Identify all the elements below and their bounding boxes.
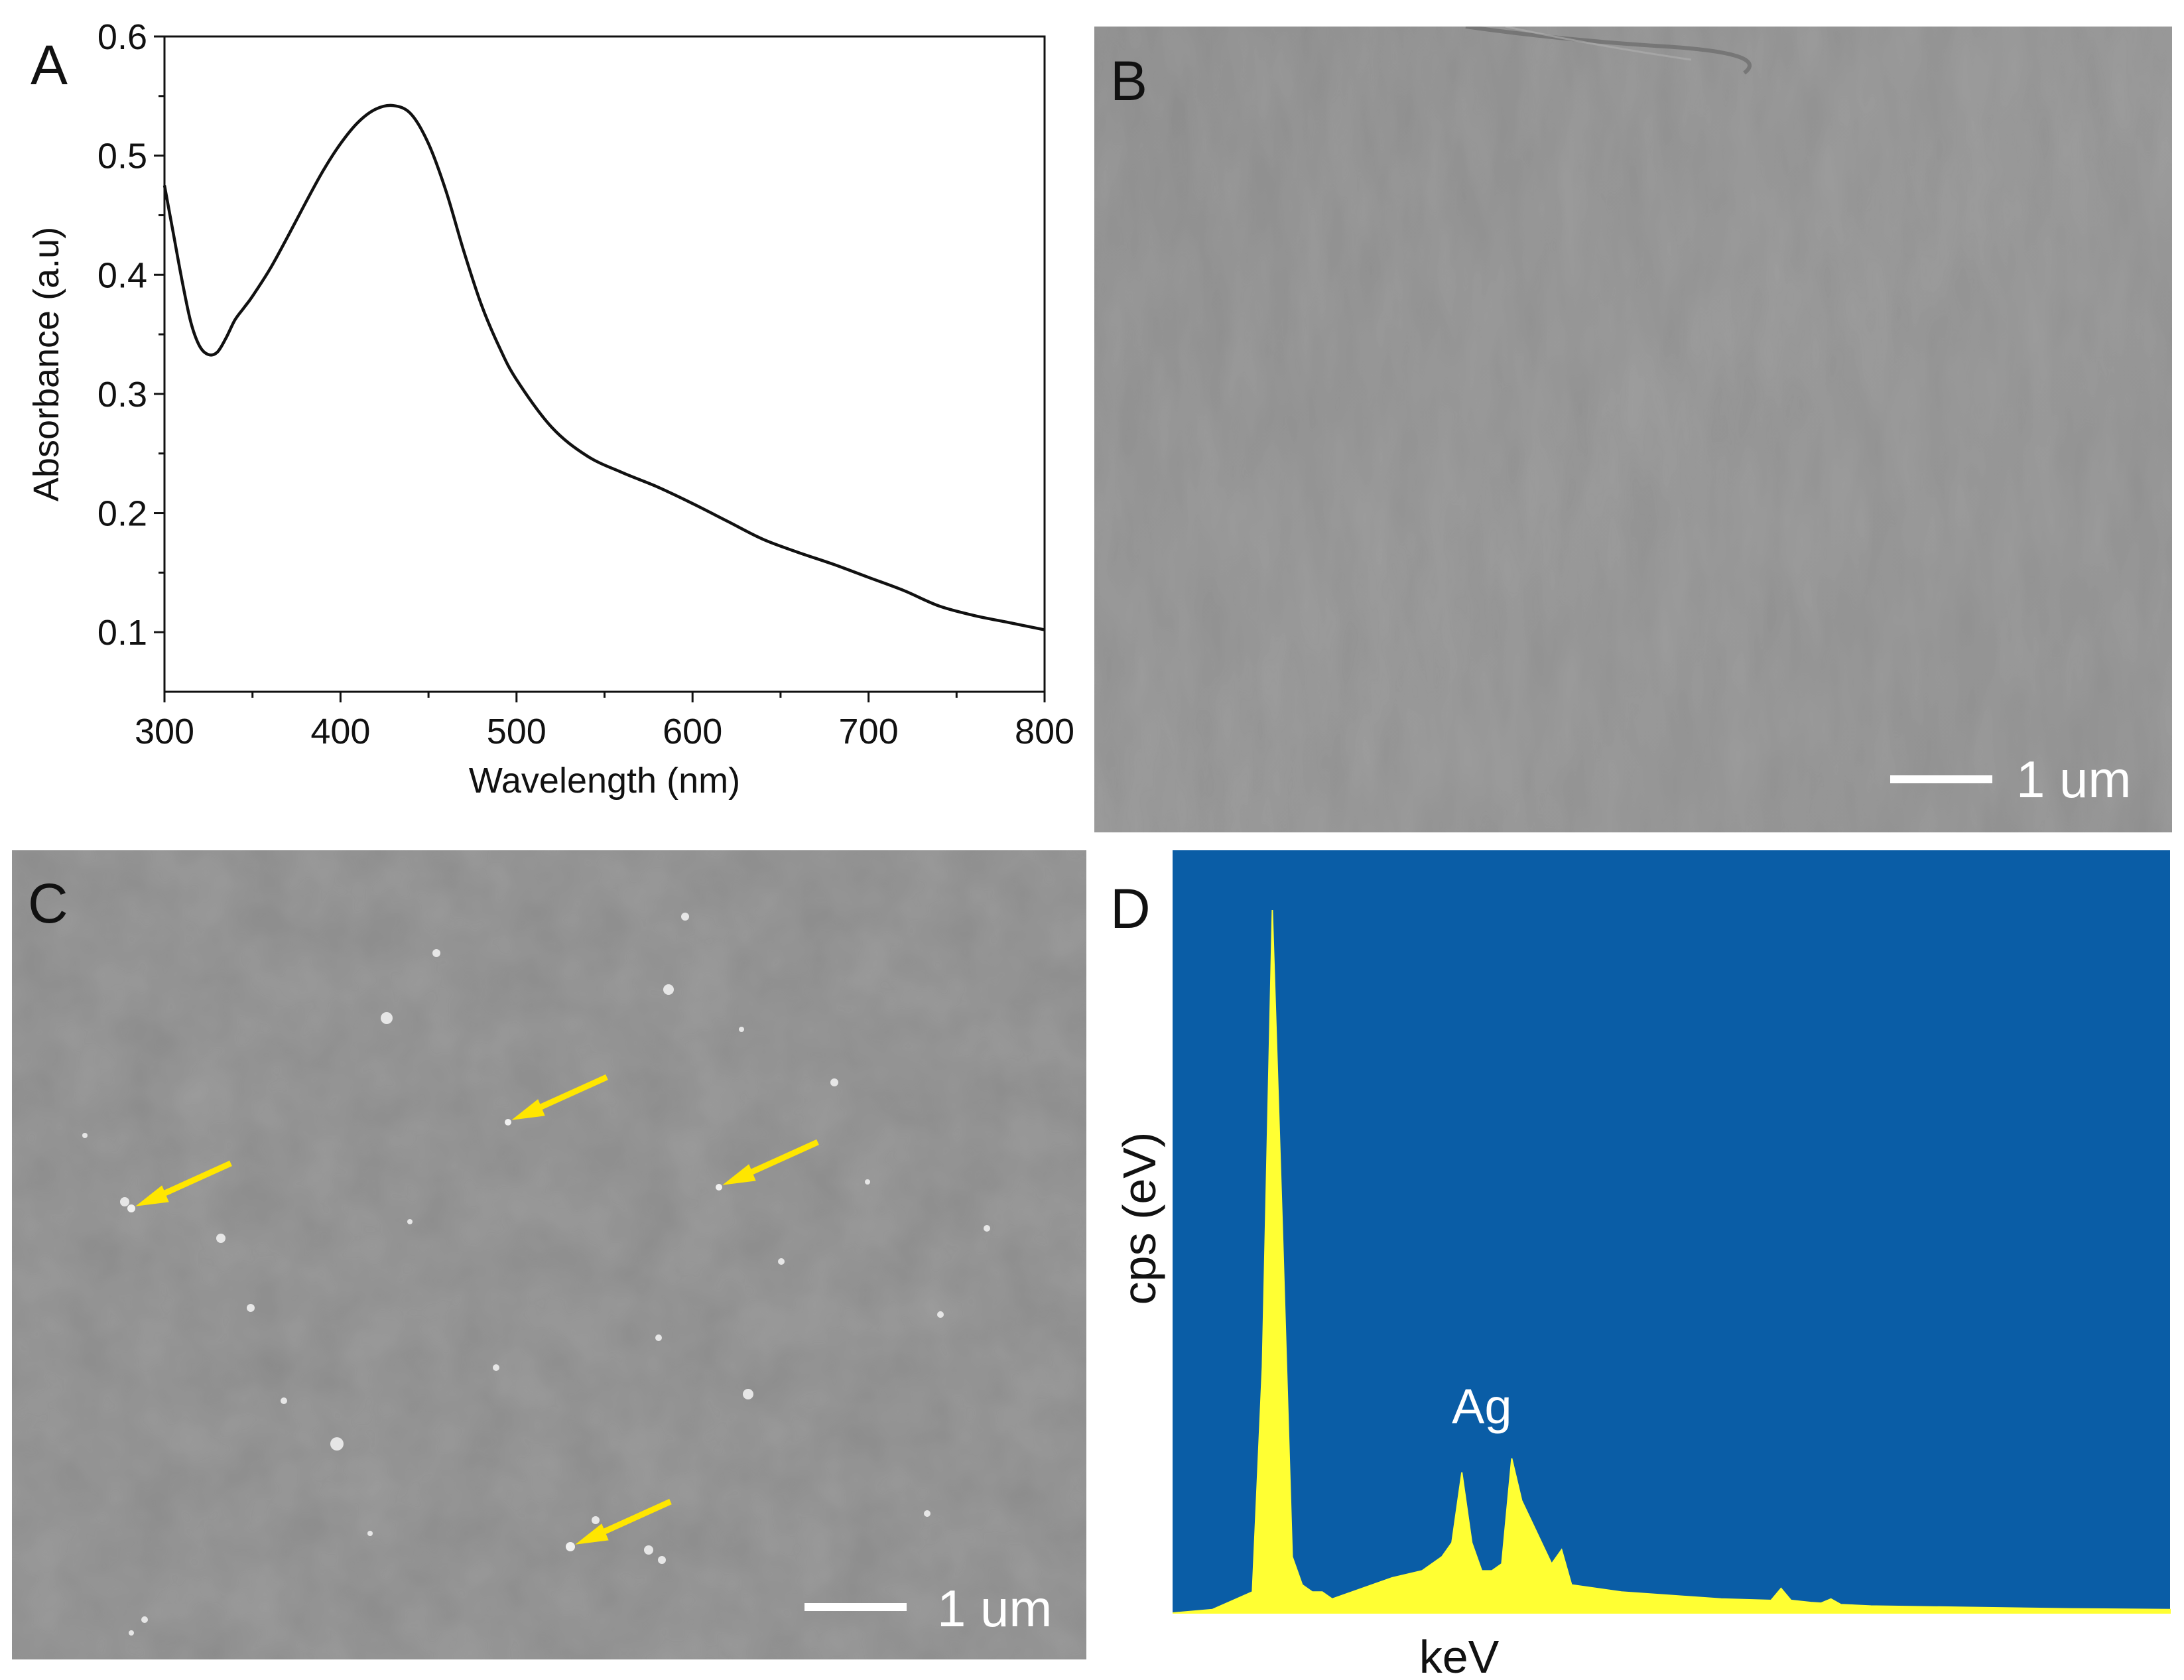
panel-a: 300 400 500 600 700 800 0.1 0.2 0.3 0.4 0.5 0.6 Wave… (0, 0, 1094, 842)
scalebar-c-label: 1 um (937, 1579, 1052, 1638)
x-axis-label: Wavelength (nm) (469, 761, 740, 801)
x-tick-label: 300 (135, 712, 194, 751)
x-tick-label: 400 (310, 712, 370, 751)
panel-letter-d: D (1110, 877, 1151, 940)
y-tick-label: 0.4 (97, 255, 147, 295)
edx-spectrum-chart: Ag keV cps (eV) (1114, 850, 2171, 1680)
y-tick-label: 0.5 (97, 137, 147, 176)
edx-spectrum-area (1172, 909, 2171, 1614)
scalebar-b-label: 1 um (2016, 750, 2131, 808)
x-axis-label: keV (1419, 1631, 1500, 1677)
panel-d: Ag keV cps (eV) D (1094, 842, 2184, 1680)
y-tick-label: 0.3 (97, 375, 147, 415)
panel-letter-b: B (1110, 50, 1148, 112)
panel-c-sem-image: 1 um C (12, 850, 1086, 1659)
spectrum-background (1173, 850, 2170, 1613)
y-axis-label: Absorbance (a.u) (27, 227, 66, 501)
y-tick-label: 0.2 (97, 494, 147, 534)
y-tick-label: 0.1 (97, 613, 147, 653)
absorbance-chart: 300 400 500 600 700 800 0.1 0.2 0.3 0.4 0.5 0.6 Wave… (27, 17, 1074, 801)
panel-b-sem-image: 1 um B (1094, 27, 2172, 832)
ag-peak-label: Ag (1452, 1379, 1512, 1434)
nanoparticle-arrows (127, 1074, 819, 1551)
nanoparticles (82, 913, 990, 1636)
sem-texture-b (1094, 27, 2172, 832)
y-axis-label: cps (eV) (1114, 1132, 1165, 1305)
sem-texture-c: 1 um (12, 850, 1086, 1659)
x-tick-label: 600 (663, 712, 722, 751)
scalebar-c (804, 1603, 907, 1611)
scalebar-b: 1 um (1890, 750, 2131, 808)
absorbance-series-line (162, 103, 1045, 631)
y-tick-label: 0.6 (97, 17, 147, 57)
x-tick-label: 700 (839, 712, 899, 751)
x-tick-label: 500 (487, 712, 546, 751)
panel-letter-c: C (28, 872, 68, 935)
panel-letter-a: A (31, 34, 68, 96)
x-tick-label: 800 (1015, 712, 1074, 751)
